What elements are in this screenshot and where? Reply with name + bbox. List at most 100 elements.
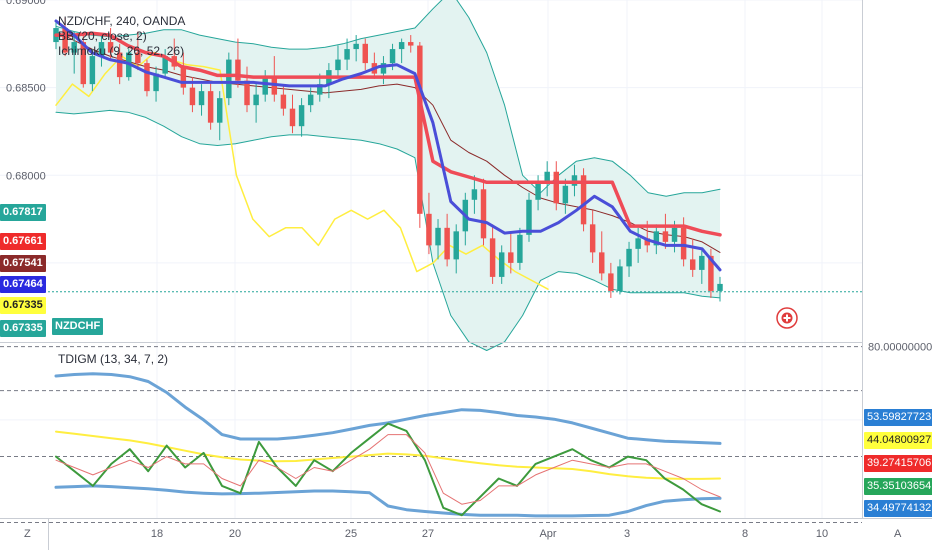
candle-body-4 (89, 56, 96, 85)
tdi-series-4 (55, 434, 721, 505)
candle-body-9 (135, 52, 141, 64)
candle-body-14 (180, 66, 187, 88)
candle-body-22 (253, 94, 259, 106)
price-tag-5: 0.67335 (0, 320, 46, 337)
tdi-dashed-levels (0, 346, 862, 523)
candle-71 (699, 248, 705, 284)
candle-12 (162, 49, 168, 78)
candle-body-64 (635, 238, 641, 249)
candle-body-15 (189, 87, 196, 106)
candle-body-38 (398, 42, 405, 50)
candle-25 (280, 84, 287, 116)
candle-body-46 (471, 189, 478, 200)
candle-body-58 (580, 175, 587, 225)
candle-body-54 (544, 171, 550, 183)
tdi-legend[interactable]: TDIGM (13, 34, 7, 2) (58, 352, 169, 366)
time-axis-labels[interactable]: 18 20 25 27 Apr 3 8 10 (151, 528, 828, 540)
candle-62 (617, 259, 623, 295)
candle-body-59 (589, 224, 596, 253)
auto-scale-label[interactable]: A (894, 528, 902, 540)
candle-body-50 (508, 252, 514, 263)
candle-body-56 (562, 185, 569, 204)
candle-6 (107, 28, 114, 60)
time-tick-5: 3 (624, 528, 630, 540)
price-tick-0: 0.69000 (6, 0, 46, 7)
candle-66 (653, 224, 660, 255)
candle-body-69 (680, 227, 687, 260)
candle-7 (116, 43, 123, 85)
candle-body-39 (408, 42, 414, 46)
candle-63 (626, 241, 632, 277)
candle-32 (344, 38, 350, 71)
price-tag-0: 0.67817 (0, 204, 46, 221)
ichimoku-legend[interactable]: Ichimoku (9, 26, 52, 26) (58, 44, 185, 58)
candle-43 (444, 213, 450, 267)
candle-26 (289, 94, 296, 134)
candle-16 (198, 84, 205, 116)
candle-70 (689, 238, 696, 277)
candle-56 (562, 178, 569, 214)
candle-body-40 (417, 45, 423, 214)
tdi-value-tag-4: 34.49774132 (864, 500, 932, 517)
time-tick-7: 10 (816, 528, 828, 540)
candle-body-32 (344, 49, 350, 60)
candle-body-6 (107, 42, 114, 53)
candle-body-21 (244, 80, 250, 106)
zoom-corner-label[interactable]: Z (24, 528, 31, 540)
candle-body-55 (553, 171, 560, 204)
bb-legend[interactable]: BB (20, close, 2) (58, 29, 147, 43)
candle-60 (599, 231, 605, 281)
candle-49 (498, 245, 505, 284)
candle-17 (207, 80, 214, 130)
candle-18 (216, 91, 223, 141)
candle-body-19 (226, 59, 232, 99)
time-tick-4: Apr (539, 528, 556, 540)
candle-body-72 (708, 255, 714, 291)
candle-body-5 (98, 42, 105, 57)
kijun-line (54, 31, 722, 237)
candle-46 (471, 175, 478, 214)
candle-body-73 (717, 283, 723, 291)
candle-body-20 (235, 59, 241, 81)
candle-27 (298, 98, 305, 137)
candle-40 (417, 42, 423, 228)
candle-body-52 (526, 199, 532, 235)
ichimoku-tenkan-line (54, 19, 722, 272)
candle-body-47 (480, 189, 487, 239)
ichimoku-kijun-line (54, 31, 722, 237)
tdi-series-1 (54, 484, 722, 518)
candle-54 (544, 161, 550, 197)
candle-33 (353, 35, 359, 62)
candle-4 (89, 49, 96, 92)
candle-body-12 (162, 56, 168, 74)
symbol-title[interactable]: NZD/CHF, 240, OANDA (58, 14, 186, 28)
time-tick-1: 20 (229, 528, 241, 540)
tdi-value-tag-1: 44.04800927 (864, 432, 932, 449)
candle-body-65 (644, 238, 650, 246)
candle-10 (144, 59, 150, 97)
candle-body-31 (335, 59, 341, 71)
tdi-value-tag-0: 53.59827723 (864, 409, 932, 426)
candle-body-10 (144, 63, 150, 92)
price-axis-labels[interactable]: 0.69000 0.68500 0.68000 (6, 0, 46, 182)
price-tick-1: 0.68500 (6, 83, 46, 95)
candle-39 (408, 35, 414, 53)
candle-body-67 (662, 231, 669, 242)
candle-body-37 (389, 49, 396, 64)
candle-48 (489, 224, 496, 284)
candle-61 (608, 262, 614, 298)
candle-body-66 (653, 231, 660, 246)
price-tag-4: 0.67335 (0, 297, 46, 314)
candle-body-34 (362, 43, 368, 64)
add-alert-button[interactable] (776, 307, 798, 329)
price-tag-2: 0.67541 (0, 255, 46, 272)
candle-19 (226, 52, 232, 106)
candle-body-1 (62, 28, 68, 53)
time-tick-3: 27 (422, 528, 434, 540)
candle-body-61 (608, 273, 614, 291)
candle-body-57 (571, 175, 578, 186)
candle-body-11 (153, 73, 159, 92)
tdi-tick-0: 80.00000000 (868, 342, 932, 354)
candle-body-71 (699, 255, 705, 270)
